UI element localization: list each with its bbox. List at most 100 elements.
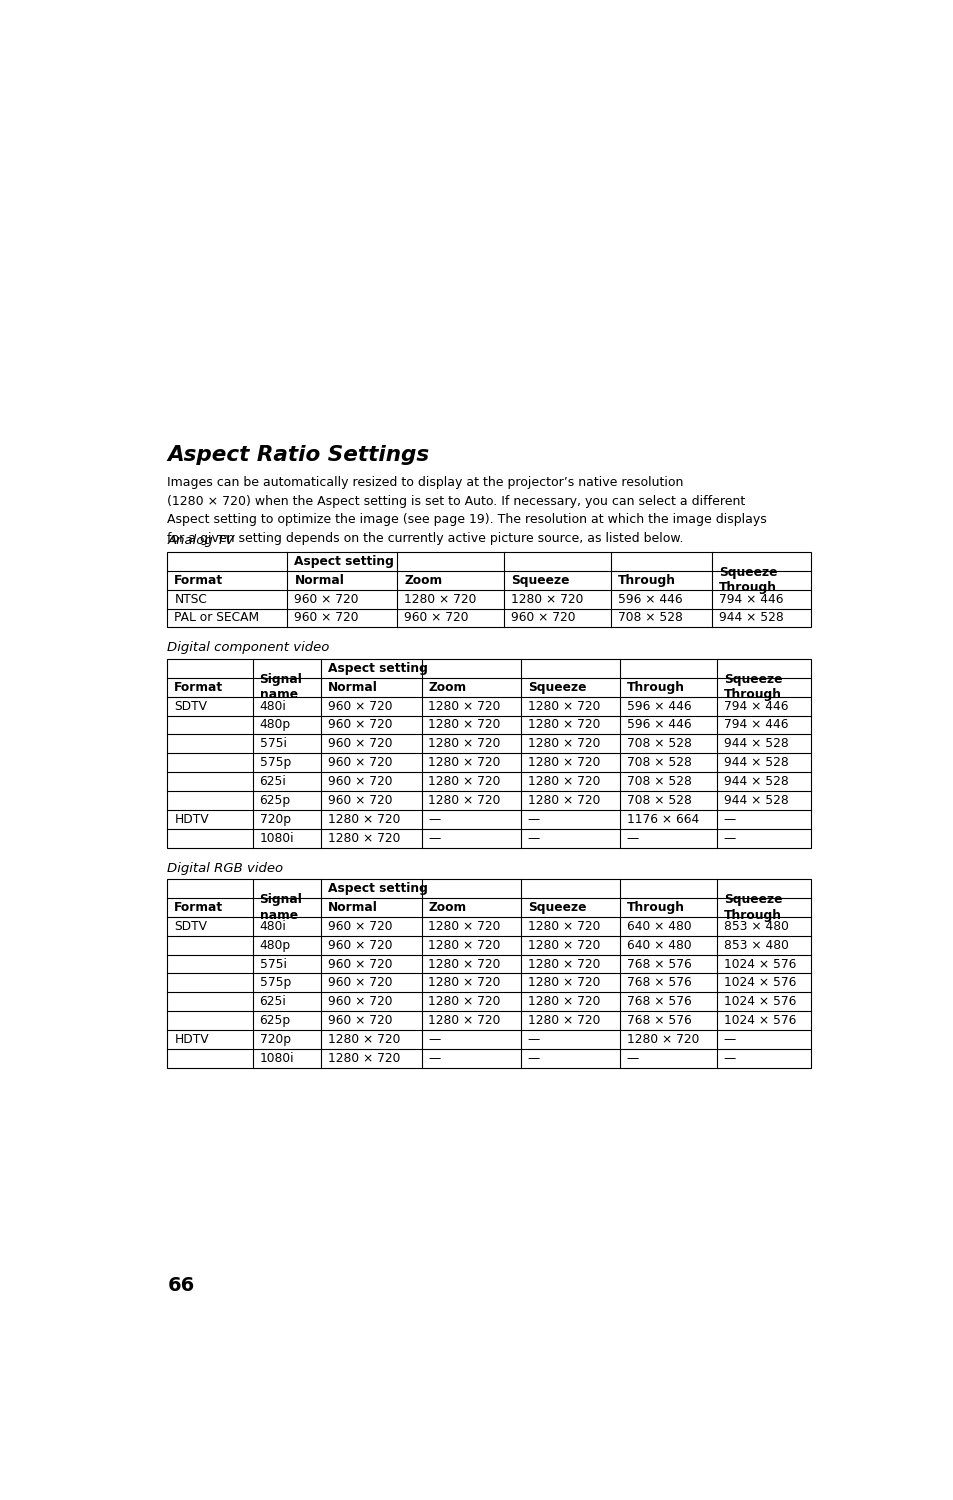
Text: Squeeze: Squeeze [527, 681, 585, 693]
Text: 960 × 720: 960 × 720 [328, 776, 392, 788]
Text: Through: Through [626, 681, 684, 693]
Text: 960 × 720: 960 × 720 [328, 976, 392, 990]
Text: 625i: 625i [259, 776, 286, 788]
Text: 794 × 446: 794 × 446 [723, 699, 787, 712]
Text: 944 × 528: 944 × 528 [723, 776, 788, 788]
Text: 1176 × 664: 1176 × 664 [626, 813, 699, 826]
Text: 1080i: 1080i [259, 1052, 294, 1065]
Text: 480i: 480i [259, 920, 286, 933]
Text: 768 × 576: 768 × 576 [626, 1014, 691, 1028]
Text: 1280 × 720: 1280 × 720 [527, 776, 599, 788]
Text: SDTV: SDTV [174, 699, 207, 712]
Text: 1280 × 720: 1280 × 720 [328, 831, 399, 844]
Text: 944 × 528: 944 × 528 [723, 794, 788, 807]
Text: 480i: 480i [259, 699, 286, 712]
Text: Squeeze: Squeeze [511, 573, 569, 586]
Text: 960 × 720: 960 × 720 [328, 957, 392, 970]
Text: —: — [527, 1034, 539, 1046]
Text: 640 × 480: 640 × 480 [626, 939, 691, 951]
Text: Images can be automatically resized to display at the projector’s native resolut: Images can be automatically resized to d… [167, 477, 766, 544]
Text: 1280 × 720: 1280 × 720 [428, 699, 500, 712]
Text: 1280 × 720: 1280 × 720 [428, 939, 500, 951]
Text: 708 × 528: 708 × 528 [626, 776, 691, 788]
Text: 575p: 575p [259, 756, 291, 770]
Text: 1280 × 720: 1280 × 720 [527, 699, 599, 712]
Text: 944 × 528: 944 × 528 [723, 756, 788, 770]
Text: 596 × 446: 596 × 446 [618, 592, 682, 606]
Text: 1280 × 720: 1280 × 720 [428, 996, 500, 1008]
Text: —: — [428, 1034, 440, 1046]
Text: Zoom: Zoom [428, 681, 466, 693]
Text: 768 × 576: 768 × 576 [626, 976, 691, 990]
Text: Aspect Ratio Settings: Aspect Ratio Settings [167, 446, 429, 465]
Text: 575p: 575p [259, 976, 291, 990]
Text: 640 × 480: 640 × 480 [626, 920, 691, 933]
Text: Aspect setting: Aspect setting [328, 662, 427, 675]
Text: Format: Format [174, 681, 223, 693]
Text: 853 × 480: 853 × 480 [723, 939, 788, 951]
Text: —: — [626, 831, 639, 844]
Text: 575i: 575i [259, 957, 286, 970]
Text: 1280 × 720: 1280 × 720 [328, 1034, 399, 1046]
Text: Normal: Normal [294, 573, 344, 586]
Text: Squeeze
Through: Squeeze Through [723, 674, 781, 702]
Text: SDTV: SDTV [174, 920, 207, 933]
Text: 1280 × 720: 1280 × 720 [428, 920, 500, 933]
Text: 720p: 720p [259, 813, 291, 826]
Text: Analog TV: Analog TV [167, 534, 234, 548]
Text: Digital component video: Digital component video [167, 642, 330, 654]
Text: 1280 × 720: 1280 × 720 [527, 939, 599, 951]
Text: 960 × 720: 960 × 720 [328, 738, 392, 750]
Text: 944 × 528: 944 × 528 [723, 738, 788, 750]
Text: 1280 × 720: 1280 × 720 [527, 1014, 599, 1028]
Text: 1280 × 720: 1280 × 720 [527, 756, 599, 770]
Text: 1280 × 720: 1280 × 720 [527, 957, 599, 970]
Text: 1280 × 720: 1280 × 720 [428, 718, 500, 732]
Text: Through: Through [618, 573, 676, 586]
Text: 944 × 528: 944 × 528 [719, 612, 783, 624]
Text: 1280 × 720: 1280 × 720 [404, 592, 476, 606]
Text: 960 × 720: 960 × 720 [328, 1014, 392, 1028]
Text: Normal: Normal [328, 681, 377, 693]
Text: 1280 × 720: 1280 × 720 [428, 957, 500, 970]
Text: 853 × 480: 853 × 480 [723, 920, 788, 933]
Text: 1280 × 720: 1280 × 720 [428, 776, 500, 788]
Text: —: — [428, 813, 440, 826]
Text: 1280 × 720: 1280 × 720 [428, 1014, 500, 1028]
Text: 960 × 720: 960 × 720 [294, 612, 358, 624]
Text: 480p: 480p [259, 939, 291, 951]
Text: Format: Format [174, 902, 223, 914]
Text: Aspect setting: Aspect setting [328, 882, 427, 896]
Text: NTSC: NTSC [174, 592, 207, 606]
Text: 1280 × 720: 1280 × 720 [527, 718, 599, 732]
Text: 1280 × 720: 1280 × 720 [328, 1052, 399, 1065]
Text: —: — [527, 1052, 539, 1065]
Text: 960 × 720: 960 × 720 [328, 996, 392, 1008]
Text: 1024 × 576: 1024 × 576 [723, 996, 796, 1008]
Bar [167, 552, 810, 627]
Text: Format: Format [174, 573, 223, 586]
Text: 960 × 720: 960 × 720 [328, 794, 392, 807]
Text: 596 × 446: 596 × 446 [626, 699, 691, 712]
Text: Signal
name: Signal name [259, 892, 302, 921]
Bar [167, 879, 810, 1068]
Text: 1280 × 720: 1280 × 720 [328, 813, 399, 826]
Text: 960 × 720: 960 × 720 [511, 612, 576, 624]
Text: —: — [723, 813, 735, 826]
Text: —: — [723, 1052, 735, 1065]
Text: 1280 × 720: 1280 × 720 [527, 976, 599, 990]
Text: —: — [527, 831, 539, 844]
Text: Squeeze
Through: Squeeze Through [723, 892, 781, 921]
Text: 625i: 625i [259, 996, 286, 1008]
Text: HDTV: HDTV [174, 813, 209, 826]
Text: 1280 × 720: 1280 × 720 [527, 920, 599, 933]
Text: —: — [428, 1052, 440, 1065]
Text: PAL or SECAM: PAL or SECAM [174, 612, 259, 624]
Text: Aspect setting: Aspect setting [294, 555, 394, 568]
Text: 708 × 528: 708 × 528 [626, 756, 691, 770]
Text: Normal: Normal [328, 902, 377, 914]
Text: 1280 × 720: 1280 × 720 [527, 794, 599, 807]
Text: —: — [723, 1034, 735, 1046]
Text: —: — [723, 831, 735, 844]
Text: 960 × 720: 960 × 720 [294, 592, 358, 606]
